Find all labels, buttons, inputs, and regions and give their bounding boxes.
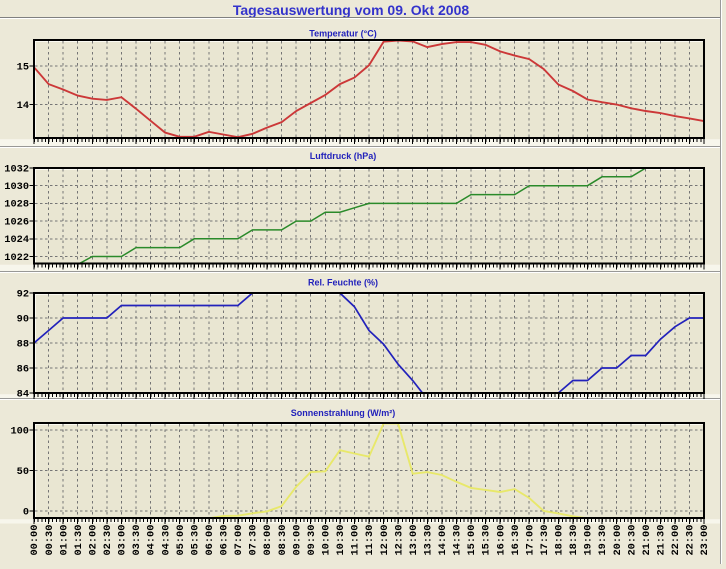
svg-text:07:30: 07:30 <box>248 525 260 556</box>
svg-text:21:00: 21:00 <box>641 525 653 556</box>
svg-text:Sonnenstrahlung (W/m²): Sonnenstrahlung (W/m²) <box>291 408 396 418</box>
svg-text:15:30: 15:30 <box>481 525 493 556</box>
svg-text:0: 0 <box>23 506 29 518</box>
svg-text:17:00: 17:00 <box>524 525 536 556</box>
svg-text:14: 14 <box>17 100 29 112</box>
svg-text:1030: 1030 <box>4 181 29 193</box>
svg-text:09:30: 09:30 <box>306 525 318 556</box>
svg-text:1022: 1022 <box>4 252 29 264</box>
svg-text:84: 84 <box>17 388 29 400</box>
svg-text:12:00: 12:00 <box>379 525 391 556</box>
svg-text:11:30: 11:30 <box>364 525 376 556</box>
svg-text:05:30: 05:30 <box>189 525 201 556</box>
svg-text:02:00: 02:00 <box>88 525 100 556</box>
svg-text:20:00: 20:00 <box>612 525 624 556</box>
svg-text:10:30: 10:30 <box>335 525 347 556</box>
svg-text:09:00: 09:00 <box>291 525 303 556</box>
svg-text:18:00: 18:00 <box>554 525 566 556</box>
svg-text:1032: 1032 <box>4 163 29 175</box>
svg-text:16:00: 16:00 <box>495 525 507 556</box>
svg-text:01:30: 01:30 <box>73 525 85 556</box>
svg-text:19:30: 19:30 <box>597 525 609 556</box>
svg-text:00:00: 00:00 <box>29 525 41 556</box>
svg-text:90: 90 <box>17 313 29 325</box>
svg-text:Temperatur (°C): Temperatur (°C) <box>309 29 376 39</box>
svg-text:06:00: 06:00 <box>204 525 216 556</box>
svg-text:92: 92 <box>17 288 29 300</box>
svg-text:06:30: 06:30 <box>219 525 231 556</box>
svg-text:08:00: 08:00 <box>262 525 274 556</box>
svg-text:15:00: 15:00 <box>466 525 478 556</box>
svg-text:19:00: 19:00 <box>583 525 595 556</box>
svg-text:11:00: 11:00 <box>350 525 362 556</box>
svg-text:15: 15 <box>17 61 29 73</box>
svg-text:18:30: 18:30 <box>568 525 580 556</box>
svg-text:14:00: 14:00 <box>437 525 449 556</box>
svg-text:16:30: 16:30 <box>510 525 522 556</box>
svg-text:21:30: 21:30 <box>656 525 668 556</box>
svg-text:1024: 1024 <box>4 234 29 246</box>
svg-text:Tagesauswertung vom 09. Okt 20: Tagesauswertung vom 09. Okt 2008 <box>233 2 469 18</box>
svg-text:23:00: 23:00 <box>699 525 711 556</box>
svg-text:1028: 1028 <box>4 199 29 211</box>
svg-text:13:30: 13:30 <box>423 525 435 556</box>
svg-text:22:30: 22:30 <box>685 525 697 556</box>
svg-text:12:30: 12:30 <box>393 525 405 556</box>
svg-text:03:00: 03:00 <box>117 525 129 556</box>
svg-text:13:00: 13:00 <box>408 525 420 556</box>
svg-text:00:30: 00:30 <box>44 525 56 556</box>
svg-text:14:30: 14:30 <box>452 525 464 556</box>
svg-text:22:00: 22:00 <box>670 525 682 556</box>
svg-text:03:30: 03:30 <box>131 525 143 556</box>
svg-text:100: 100 <box>10 425 29 437</box>
svg-text:50: 50 <box>17 466 29 478</box>
svg-text:86: 86 <box>17 363 29 375</box>
svg-text:17:30: 17:30 <box>539 525 551 556</box>
svg-text:10:00: 10:00 <box>321 525 333 556</box>
svg-text:88: 88 <box>17 338 29 350</box>
svg-text:05:00: 05:00 <box>175 525 187 556</box>
svg-text:01:00: 01:00 <box>58 525 70 556</box>
svg-text:Rel. Feuchte (%): Rel. Feuchte (%) <box>308 278 378 288</box>
svg-text:1026: 1026 <box>4 216 29 228</box>
svg-text:04:30: 04:30 <box>160 525 172 556</box>
svg-text:04:00: 04:00 <box>146 525 158 556</box>
svg-text:08:30: 08:30 <box>277 525 289 556</box>
svg-text:07:00: 07:00 <box>233 525 245 556</box>
svg-text:02:30: 02:30 <box>102 525 114 556</box>
svg-text:Luftdruck (hPa): Luftdruck (hPa) <box>310 151 377 161</box>
svg-text:20:30: 20:30 <box>626 525 638 556</box>
